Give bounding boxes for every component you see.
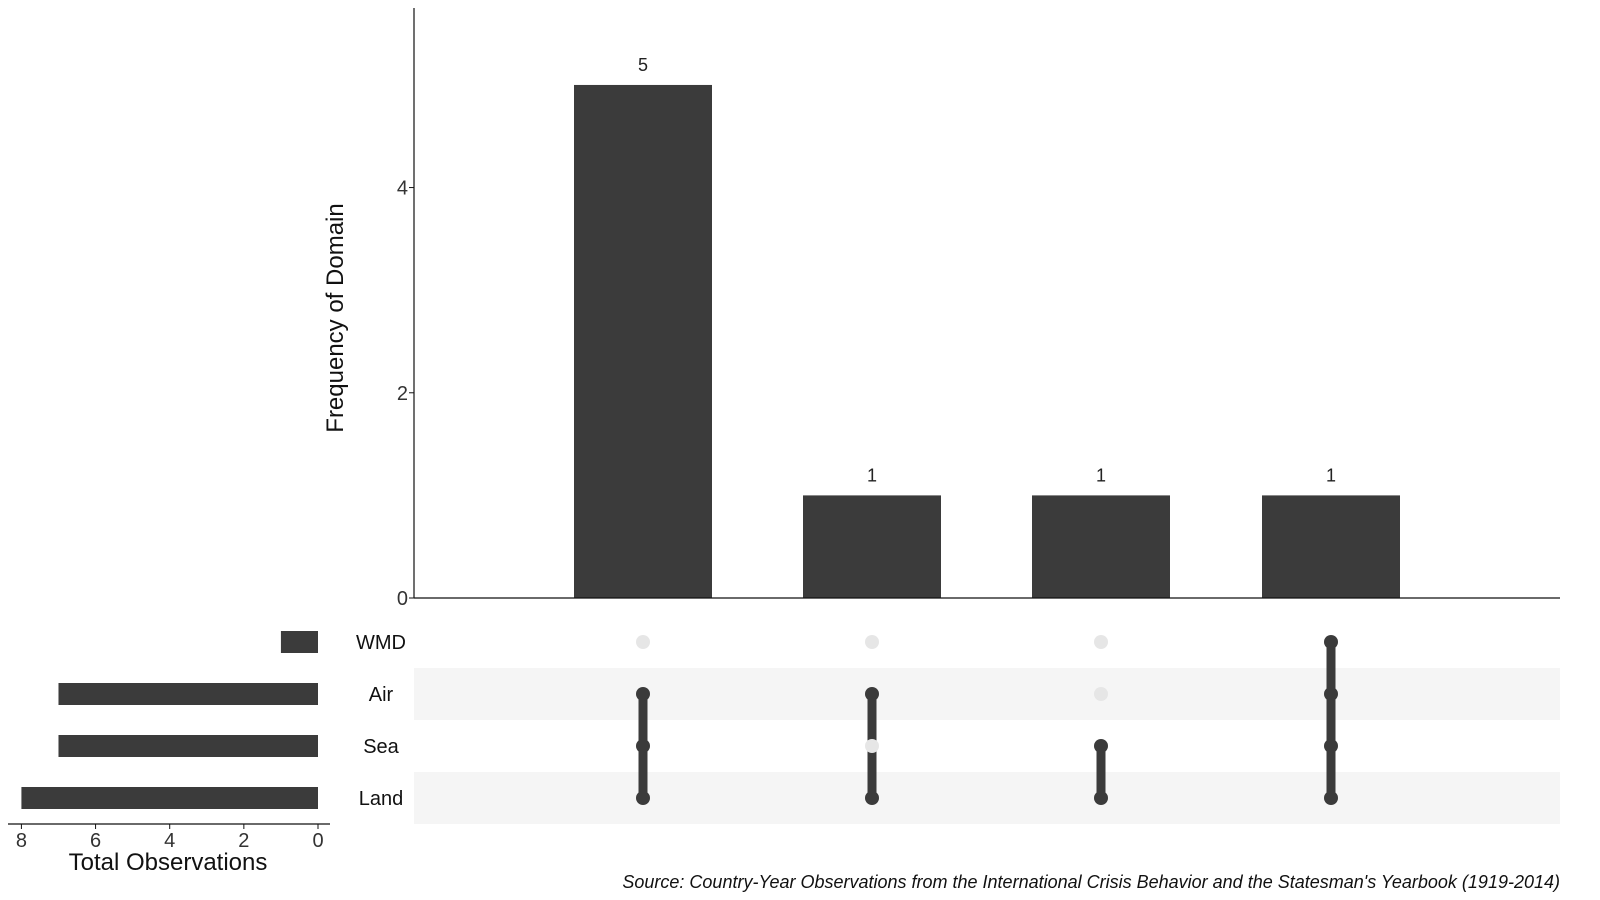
matrix-dot-active [636, 687, 650, 701]
set-size-bar [58, 683, 319, 705]
y-tick-label: 4 [397, 178, 408, 200]
membership-matrix [636, 635, 1338, 805]
set-size-bars [21, 631, 319, 809]
set-name-label: Air [369, 684, 394, 706]
set-size-x-axis: 8 6 4 2 0 [8, 823, 330, 852]
matrix-dot-inactive [1094, 687, 1108, 701]
set-name-label: Sea [363, 736, 399, 758]
matrix-dot-active [636, 791, 650, 805]
matrix-dot-inactive [865, 635, 879, 649]
y-tick-label: 0 [397, 588, 408, 610]
set-tick-label: 4 [164, 830, 175, 852]
source-caption: Source: Country-Year Observations from t… [622, 872, 1560, 892]
set-size-axis-title: Total Observations [69, 849, 268, 876]
matrix-dot-active [1324, 739, 1338, 753]
set-tick-label: 6 [90, 830, 101, 852]
y-tick-label: 2 [397, 383, 408, 405]
matrix-row-stripes [414, 668, 1560, 824]
intersection-bar [1032, 495, 1170, 598]
intersection-bar [803, 495, 941, 598]
set-tick-label: 8 [16, 830, 27, 852]
intersection-value-labels: 5 1 1 1 [638, 55, 1336, 485]
set-name-label: WMD [356, 632, 406, 654]
matrix-dot-active [636, 739, 650, 753]
set-name-label: Land [359, 788, 404, 810]
matrix-dot-inactive [1094, 635, 1108, 649]
matrix-dot-active [1094, 791, 1108, 805]
bar-value-label: 1 [867, 465, 877, 485]
set-name-labels: WMD Air Sea Land [356, 632, 406, 810]
matrix-dot-inactive [636, 635, 650, 649]
intersection-bar [574, 84, 712, 598]
set-size-bar [58, 735, 319, 757]
set-size-bar [21, 787, 318, 809]
intersection-bar [1262, 495, 1400, 598]
set-tick-label: 2 [238, 830, 249, 852]
matrix-dot-active [865, 791, 879, 805]
matrix-dot-active [865, 687, 879, 701]
bar-value-label: 5 [638, 55, 648, 75]
y-axis-title: Frequency of Domain [322, 203, 349, 432]
matrix-row-stripe [414, 668, 1560, 720]
matrix-dot-active [1324, 791, 1338, 805]
set-size-bar [280, 631, 318, 653]
matrix-dot-active [1094, 739, 1108, 753]
intersection-bars [574, 84, 1400, 598]
matrix-dot-active [1324, 635, 1338, 649]
matrix-row-stripe [414, 772, 1560, 824]
bar-value-label: 1 [1326, 465, 1336, 485]
matrix-dot-active [1324, 687, 1338, 701]
intersection-y-axis: 0 2 4 [397, 8, 1560, 610]
bar-value-label: 1 [1096, 465, 1106, 485]
matrix-dot-inactive [865, 739, 879, 753]
set-tick-label: 0 [312, 830, 323, 852]
